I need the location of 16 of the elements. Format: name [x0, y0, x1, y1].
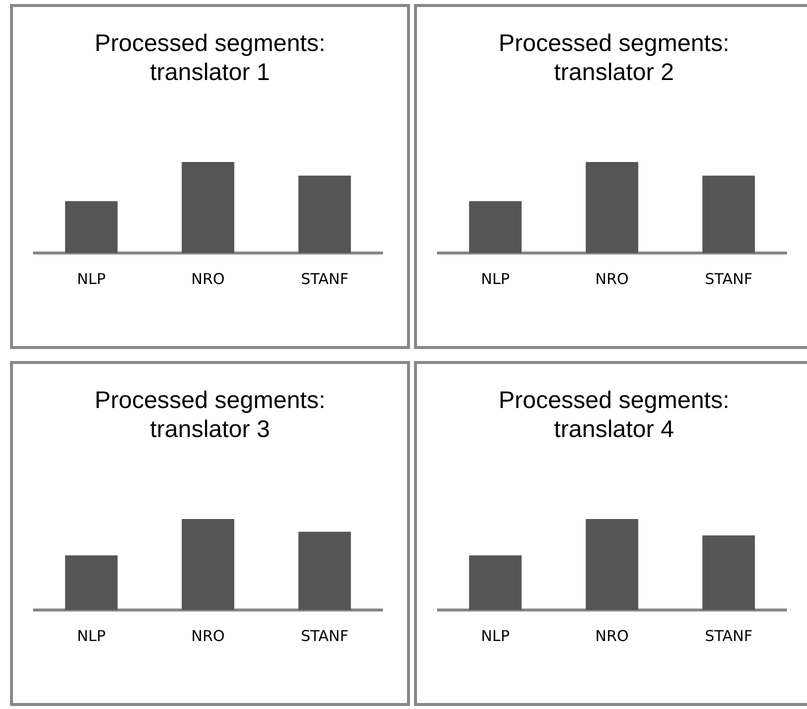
chart-title: Processed segments: translator 4	[498, 386, 730, 444]
x-tick-label: NLP	[481, 270, 510, 288]
x-tick-label: NLP	[77, 626, 106, 645]
x-tick-label: STANF	[704, 270, 752, 288]
x-tick-label: NRO	[595, 270, 629, 288]
x-tick-label: NLP	[77, 270, 106, 288]
x-tick-label: STANF	[300, 626, 348, 645]
x-tick-label: NRO	[191, 626, 225, 645]
x-tick-label: STANF	[704, 626, 752, 645]
chart-title: Processed segments: translator 1	[94, 29, 326, 87]
chart-title: Processed segments: translator 2	[498, 29, 730, 87]
x-tick-label: NRO	[191, 270, 225, 288]
x-tick-label: NRO	[595, 626, 629, 645]
x-tick-label: NLP	[481, 626, 510, 645]
chart-title: Processed segments: translator 3	[94, 386, 326, 444]
x-tick-label: STANF	[300, 270, 348, 288]
